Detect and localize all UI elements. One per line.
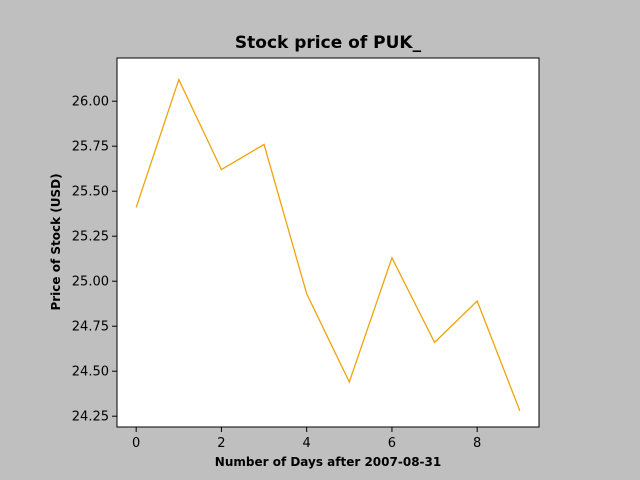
price-series-line (135, 77, 521, 412)
y-tick-label: 24.25 (72, 410, 109, 425)
x-tick-label: 2 (217, 436, 225, 451)
y-tick-label: 25.00 (72, 275, 109, 290)
chart-title: Stock price of PUK_ (235, 33, 422, 53)
y-tick-label: 24.75 (72, 320, 109, 335)
y-tick-label: 24.50 (72, 365, 109, 380)
axis-ticks: 0 2 4 6 8 24.25 24.50 24.75 25.00 25.25 25.50 25.75… (72, 95, 482, 451)
x-tick-label: 8 (473, 436, 481, 451)
x-tick-label: 0 (132, 436, 140, 451)
y-tick-label: 25.50 (72, 185, 109, 200)
y-tick-label: 26.00 (72, 95, 109, 110)
x-tick-label: 6 (388, 436, 396, 451)
x-axis-label: Number of Days after 2007-08-31 (215, 455, 441, 469)
plot-frame (116, 57, 540, 428)
y-tick-label: 25.25 (72, 230, 109, 245)
plot-area (117, 58, 539, 427)
y-tick-label: 25.75 (72, 140, 109, 155)
y-axis-label: Price of Stock (USD) (49, 173, 63, 310)
series-layer (135, 77, 521, 412)
x-tick-label: 4 (303, 436, 311, 451)
